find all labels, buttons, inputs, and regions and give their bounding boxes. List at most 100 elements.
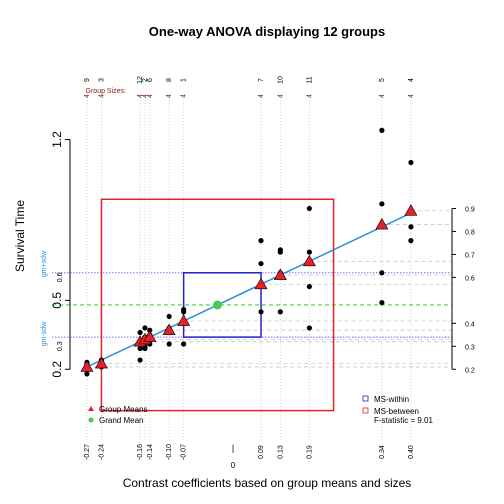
grand-mean-point bbox=[212, 300, 222, 310]
data-point bbox=[137, 357, 143, 363]
right-axis-tick-label: 0.4 bbox=[465, 321, 475, 328]
group-mean-marker bbox=[273, 268, 287, 280]
right-axis-tick-label: 0.8 bbox=[465, 229, 475, 236]
y-axis-label: Survival Time bbox=[13, 200, 27, 272]
group-size-label: 4 bbox=[379, 94, 386, 98]
data-point bbox=[181, 341, 187, 347]
group-size-label: 4 bbox=[147, 94, 154, 98]
left-axis-small-label: 0.6 bbox=[57, 272, 64, 282]
data-point bbox=[306, 283, 312, 290]
group-id-label: 7 bbox=[258, 78, 265, 82]
data-point bbox=[166, 313, 172, 320]
data-point bbox=[84, 371, 90, 377]
contrast-tick-label: 0.13 bbox=[277, 445, 284, 459]
group-id-label: 2 bbox=[142, 78, 149, 82]
data-point bbox=[277, 247, 283, 253]
right-axis-tick-label: 0.7 bbox=[465, 252, 475, 259]
group-id-label: 4 bbox=[408, 78, 415, 82]
left-axis-small-label: 0.3 bbox=[57, 341, 64, 351]
data-point bbox=[306, 205, 312, 212]
group-size-label: 4 bbox=[408, 94, 415, 98]
group-id-label: 10 bbox=[277, 76, 284, 84]
data-point bbox=[408, 238, 414, 244]
legend-left-marker bbox=[88, 417, 94, 423]
data-point bbox=[147, 327, 153, 333]
contrast-tick-label: -0.24 bbox=[98, 444, 105, 460]
contrast-tick-label: -0.27 bbox=[84, 444, 91, 460]
group-size-label: 4 bbox=[277, 94, 284, 98]
data-point bbox=[408, 159, 414, 166]
data-point bbox=[379, 270, 385, 276]
group-sizes-label: Group Sizes: bbox=[86, 88, 127, 95]
data-point bbox=[258, 309, 264, 315]
zero-tick-mark: | bbox=[232, 443, 234, 453]
chart-title: One-way ANOVA displaying 12 groups bbox=[149, 24, 385, 39]
legend-left-marker bbox=[88, 406, 94, 411]
contrast-tick-label: -0.07 bbox=[181, 444, 188, 460]
right-axis-tick-label: 0.6 bbox=[465, 275, 475, 282]
contrast-tick-label: -0.14 bbox=[147, 444, 154, 460]
data-point bbox=[379, 201, 385, 207]
group-mean-marker bbox=[254, 277, 268, 290]
group-mean-marker bbox=[80, 360, 94, 372]
group-size-label: 4 bbox=[137, 94, 144, 98]
left-axis-tick-label: 0.2 bbox=[50, 361, 64, 378]
data-point bbox=[306, 249, 312, 255]
group-mean-marker bbox=[162, 323, 176, 336]
legend-right-label: MS-between bbox=[374, 407, 419, 416]
data-point bbox=[306, 325, 312, 331]
contrast-tick-label: -0.10 bbox=[166, 444, 173, 460]
data-point bbox=[181, 306, 187, 313]
group-id-label: 1 bbox=[181, 78, 188, 82]
group-mean-marker bbox=[404, 204, 418, 216]
plot-area: 0.2 0.5 1.2 0.3 0.6 0.2 0.3 0.4 0.6 0.7 0.8 0.9 4 9 4 3… bbox=[50, 76, 475, 460]
data-point bbox=[277, 309, 283, 315]
legend-left-label: Grand Mean bbox=[99, 416, 143, 425]
group-size-label: 4 bbox=[166, 94, 173, 98]
data-point bbox=[166, 341, 172, 347]
group-size-label: 4 bbox=[98, 94, 105, 98]
group-size-label: 4 bbox=[258, 94, 265, 98]
group-size-label: 4 bbox=[84, 94, 91, 98]
group-size-label: 4 bbox=[306, 94, 313, 98]
legend-right-marker bbox=[362, 395, 369, 402]
right-axis-tick-label: 0.2 bbox=[465, 367, 475, 374]
legend-right-label: MS-within bbox=[374, 395, 409, 404]
left-axis-tick-label: 1.2 bbox=[50, 131, 64, 148]
legend-left-label: Group Means bbox=[99, 405, 147, 414]
group-mean-marker bbox=[177, 314, 191, 326]
contrast-tick-label: 0.09 bbox=[258, 445, 265, 459]
data-point bbox=[142, 325, 148, 331]
group-id-label: 3 bbox=[98, 78, 105, 82]
data-point bbox=[408, 224, 414, 230]
contrast-tick-label: 0.40 bbox=[408, 445, 415, 459]
legend-right-marker bbox=[362, 407, 369, 414]
data-point bbox=[137, 345, 143, 352]
group-id-label: 9 bbox=[84, 78, 91, 82]
group-mean-marker bbox=[94, 356, 108, 369]
data-point bbox=[258, 260, 264, 267]
group-size-label: 4 bbox=[142, 94, 149, 98]
sd-label-high: gm+sdw bbox=[41, 250, 48, 277]
group-id-label: 12 bbox=[137, 76, 144, 84]
left-axis-tick-label: 0.5 bbox=[50, 292, 64, 309]
group-id-label: 5 bbox=[379, 78, 386, 82]
f-statistic: F-statistic = 9.01 bbox=[374, 416, 433, 425]
group-id-label: 8 bbox=[166, 78, 173, 82]
right-axis-tick-label: 0.9 bbox=[465, 206, 475, 213]
data-point bbox=[379, 300, 385, 306]
group-size-label: 4 bbox=[181, 94, 188, 98]
group-mean-marker bbox=[375, 217, 389, 230]
group-mean-marker bbox=[143, 330, 157, 342]
ms-within-square bbox=[182, 272, 262, 338]
data-point bbox=[258, 238, 264, 244]
sd-label-low: gm-sdw bbox=[41, 321, 48, 346]
contrast-tick-label: -0.16 bbox=[137, 444, 144, 460]
group-id-label: 11 bbox=[306, 76, 313, 83]
contrast-tick-label: 0.19 bbox=[306, 445, 313, 459]
data-point bbox=[137, 329, 143, 336]
ms-between-square bbox=[100, 198, 335, 412]
group-id-label: 6 bbox=[147, 78, 154, 82]
zero-tick-label: 0 bbox=[231, 461, 236, 470]
